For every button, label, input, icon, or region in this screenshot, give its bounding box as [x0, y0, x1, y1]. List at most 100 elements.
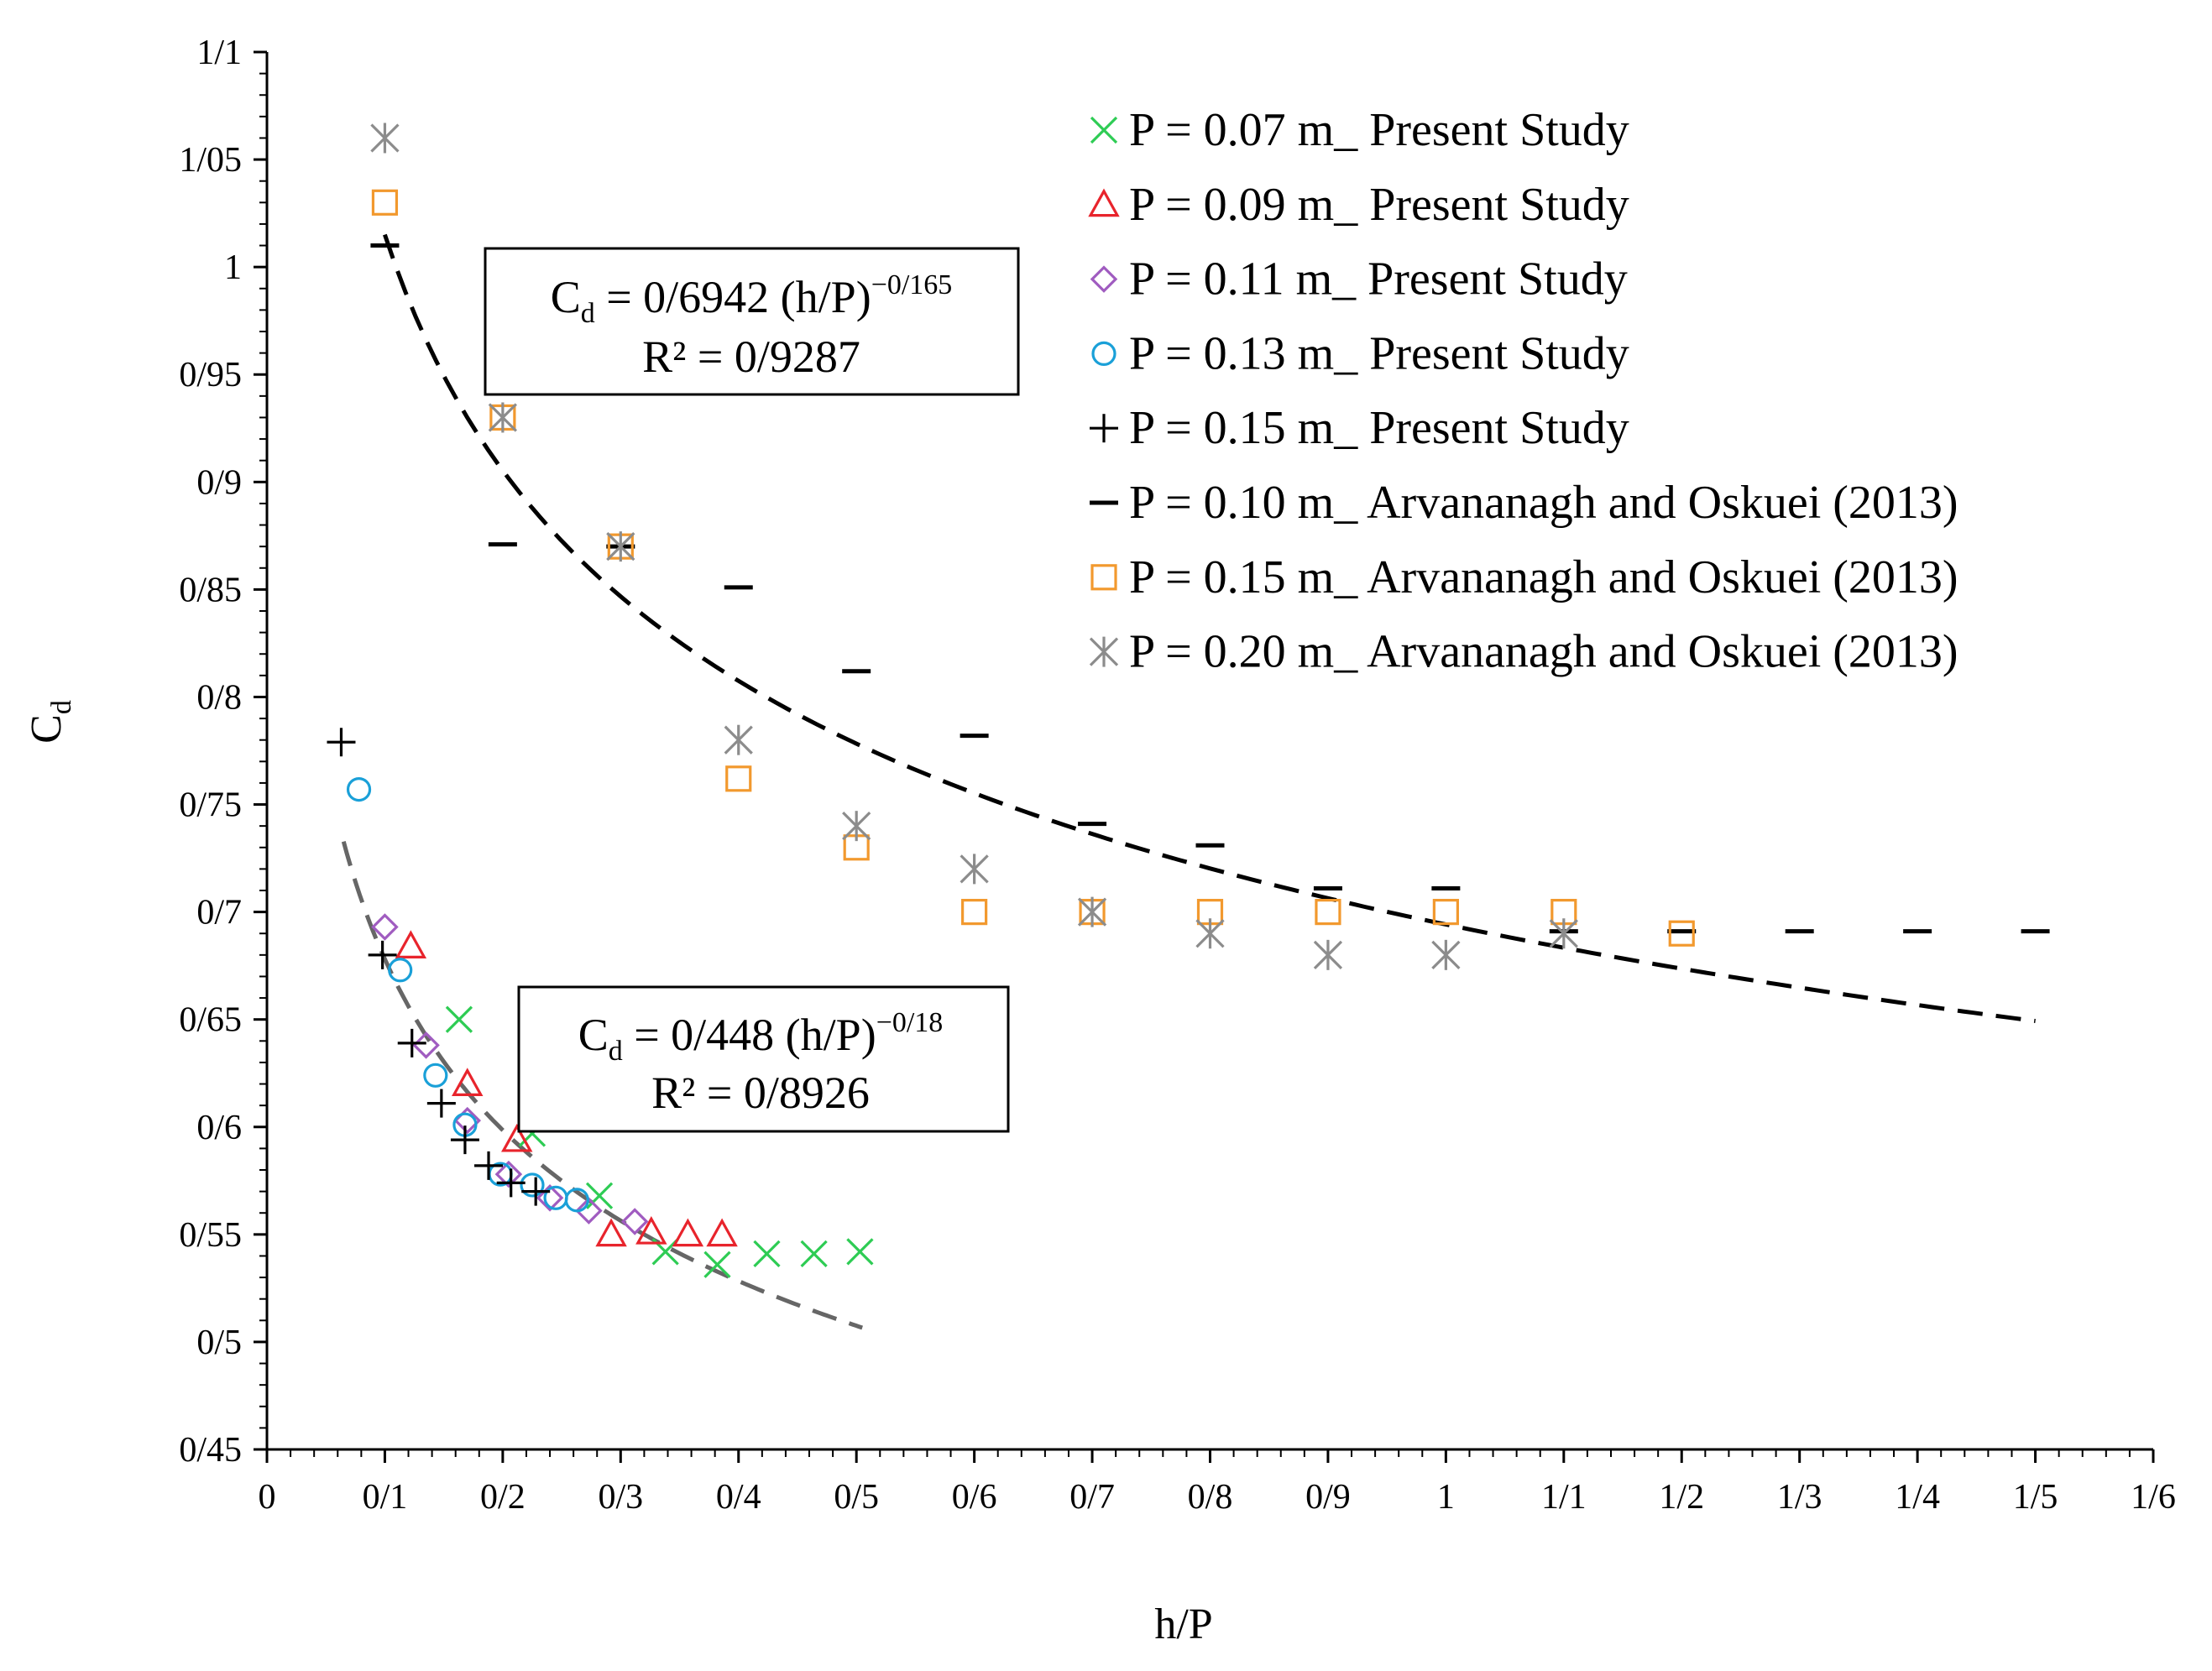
legend-marker — [1090, 116, 1118, 144]
circle-shape — [520, 1172, 545, 1198]
axes-layer: 0 0/1 0/2 0/3 0/4 0/5 0/6 0/7 0/8 0/9 1 1/1 1/2 1/3 1/… — [179, 34, 2176, 1517]
data-point-s7 — [1077, 896, 1107, 927]
legend-marker — [1091, 341, 1116, 366]
lower-cd-subscript: d — [609, 1036, 623, 1067]
y-tick-label: 0/6 — [196, 1109, 242, 1147]
data-point-s7 — [960, 854, 989, 885]
legend-marker — [1088, 188, 1120, 217]
data-point-s4 — [426, 1089, 456, 1118]
x-tick-label: 0/4 — [716, 1478, 761, 1517]
square-shape — [961, 899, 988, 926]
y-axis-title-main: C — [23, 714, 71, 744]
triangle-shape — [635, 1215, 667, 1245]
data-point-s1 — [595, 1218, 627, 1247]
data-point-s1 — [706, 1218, 738, 1247]
diamond-shape — [575, 1197, 603, 1225]
data-point-s2 — [620, 1208, 649, 1235]
legend-label: P = 0.15 m_ Arvananagh and Oskuei (2013) — [1129, 551, 1958, 603]
data-point-s0 — [703, 1251, 731, 1278]
legend-label: P = 0.09 m_ Present Study — [1129, 179, 1629, 231]
upper-equation-body: = 0/6942 (h/P) — [595, 272, 871, 322]
x-tick-label: 1/6 — [2131, 1478, 2176, 1517]
data-point-s6 — [1432, 899, 1459, 926]
diamond-shape — [412, 1031, 440, 1059]
x-tick-label: 0/6 — [952, 1478, 997, 1517]
triangle-shape — [501, 1123, 533, 1152]
data-point-s2 — [494, 1160, 523, 1188]
data-point-s2 — [536, 1184, 564, 1212]
data-point-s0 — [800, 1240, 828, 1268]
data-point-s3 — [520, 1172, 545, 1198]
x-tick-label: 0/7 — [1069, 1478, 1115, 1517]
data-point-s6 — [371, 189, 399, 216]
legend-marker — [1089, 636, 1119, 667]
x-tick-label: 0 — [259, 1478, 276, 1517]
x-tick-label: 1/3 — [1777, 1478, 1822, 1517]
legend: P = 0.07 m_ Present Study P = 0.09 m_ Pre… — [1088, 104, 1958, 678]
data-point-s6 — [1315, 899, 1341, 926]
y-tick-label: 0/65 — [179, 1001, 242, 1040]
data-point-s7 — [1431, 939, 1461, 970]
data-point-s2 — [575, 1197, 603, 1225]
data-point-s4 — [450, 1125, 479, 1155]
triangle-shape — [452, 1068, 484, 1096]
legend-label: P = 0.20 m_ Arvananagh and Oskuei (2013) — [1129, 626, 1958, 678]
x-stroke-b — [445, 1005, 473, 1033]
lower-cd-symbol: C — [578, 1010, 609, 1060]
x-tick-label: 0/8 — [1188, 1478, 1233, 1517]
upper-equation-exponent: −0/165 — [871, 269, 953, 300]
x-axis-title: h/P — [1154, 1601, 1212, 1648]
data-point-s2 — [412, 1031, 440, 1059]
lower-equation-exponent: −0/18 — [876, 1007, 944, 1038]
data-point-s3 — [388, 958, 413, 983]
circle-shape — [388, 958, 413, 983]
data-point-s1 — [395, 930, 427, 959]
legend-label: P = 0.15 m_ Present Study — [1129, 402, 1629, 454]
data-point-s7 — [1313, 939, 1343, 970]
y-tick-label: 0/85 — [179, 571, 242, 609]
data-point-s1 — [452, 1068, 484, 1096]
x-tick-label: 0/5 — [834, 1478, 879, 1517]
y-axis-title: Cd — [23, 700, 77, 744]
lower-equation-box: Cd = 0/448 (h/P)−0/18 R² = 0/8926 — [517, 985, 1010, 1133]
trendline-layer — [341, 233, 2036, 1330]
marker-layer — [327, 123, 2050, 1278]
y-axis-title-sub: d — [46, 700, 77, 714]
y-tick-label: 1 — [224, 248, 242, 287]
square-shape — [725, 765, 752, 792]
y-tick-label: 0/7 — [196, 894, 242, 932]
lower-equation-body: = 0/448 (h/P) — [623, 1010, 876, 1060]
data-point-s3 — [423, 1063, 448, 1088]
data-point-s7 — [724, 724, 753, 755]
circle-shape — [423, 1063, 448, 1088]
y-tick-label: 1/05 — [179, 141, 242, 180]
legend-marker — [1090, 414, 1118, 443]
y-tick-label: 0/5 — [196, 1324, 242, 1362]
legend-label: P = 0.13 m_ Present Study — [1129, 327, 1629, 379]
x-stroke-b — [1090, 116, 1118, 144]
data-point-s7 — [606, 531, 635, 562]
legend-label: P = 0.07 m_ Present Study — [1129, 104, 1629, 156]
data-point-s4 — [521, 1177, 551, 1206]
y-tick-label: 0/95 — [179, 356, 242, 394]
legend-marker — [1090, 265, 1118, 293]
data-point-s0 — [753, 1240, 781, 1268]
x-tick-label: 1/4 — [1895, 1478, 1940, 1517]
triangle-shape — [595, 1218, 627, 1247]
square-shape — [1668, 920, 1695, 947]
square-shape — [1090, 564, 1117, 591]
data-point-s0 — [846, 1238, 874, 1266]
diamond-shape — [371, 913, 399, 941]
upper-equation-frame — [484, 247, 1020, 396]
x-stroke-b — [753, 1240, 781, 1268]
data-point-s7 — [1195, 918, 1225, 949]
data-point-s1 — [501, 1123, 533, 1152]
data-point-s6 — [725, 765, 752, 792]
x-tick-label: 1/1 — [1541, 1478, 1587, 1517]
x-stroke-b — [651, 1238, 679, 1266]
data-point-s0 — [585, 1182, 614, 1209]
data-point-s7 — [1549, 918, 1578, 949]
triangle-shape — [1088, 188, 1120, 217]
